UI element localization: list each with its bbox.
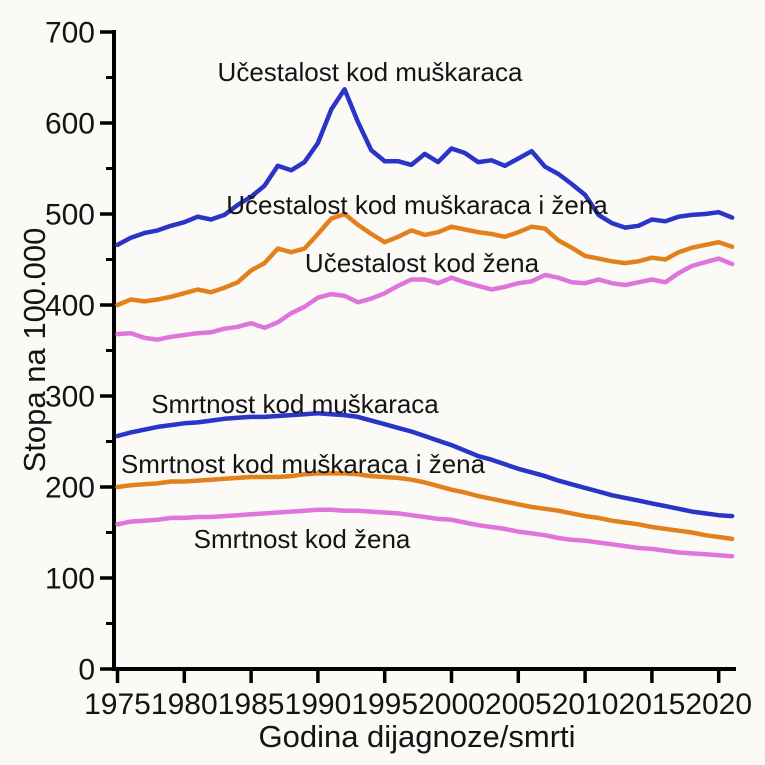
y-tick-label: 0 xyxy=(78,654,95,687)
x-tick-label: 2010 xyxy=(552,688,619,721)
x-tick-label: 2005 xyxy=(485,688,552,721)
y-tick-label: 400 xyxy=(45,290,95,323)
x-tick-label: 2020 xyxy=(685,688,752,721)
y-axis-title: Stopa na 100.000 xyxy=(17,228,52,473)
x-tick-label: 1995 xyxy=(351,688,418,721)
y-tick-label: 200 xyxy=(45,472,95,505)
series-line-5 xyxy=(115,507,735,559)
y-tick-label: 600 xyxy=(45,108,95,141)
series-lines xyxy=(115,87,735,559)
tick-labels: 0 100 200 300 400 500 600 700 1975 1980 1985 1990 19… xyxy=(45,17,752,722)
y-tick-label: 500 xyxy=(45,199,95,232)
axes xyxy=(100,30,736,683)
series-label-2: Učestalost kod žena xyxy=(305,248,540,278)
series-line-2 xyxy=(115,256,735,342)
series-label-3: Smrtnost kod muškaraca xyxy=(151,389,439,419)
y-tick-label: 700 xyxy=(45,17,95,50)
series-label-1: Učestalost kod muškaraca i žena xyxy=(226,190,608,220)
x-tick-label: 1990 xyxy=(285,688,352,721)
y-tick-label: 300 xyxy=(45,381,95,414)
x-axis-title: Godina dijagnoze/smrti xyxy=(258,719,575,754)
x-tick-label: 1980 xyxy=(151,688,218,721)
x-tick-label: 1985 xyxy=(218,688,285,721)
x-tick-label: 2000 xyxy=(418,688,485,721)
series-label-0: Učestalost kod muškaraca xyxy=(218,57,523,87)
x-tick-label: 2015 xyxy=(619,688,686,721)
series-label-5: Smrtnost kod žena xyxy=(194,524,411,554)
series-line-1 xyxy=(115,211,735,308)
series-label-4: Smrtnost kod muškaraca i žena xyxy=(121,449,486,479)
series-line-4 xyxy=(115,471,735,542)
x-tick-label: 1975 xyxy=(84,688,151,721)
series-line-0 xyxy=(115,87,735,248)
y-tick-label: 100 xyxy=(45,563,95,596)
series-line-3 xyxy=(115,411,735,519)
series-labels: Učestalost kod muškaraca Učestalost kod m… xyxy=(121,57,608,554)
